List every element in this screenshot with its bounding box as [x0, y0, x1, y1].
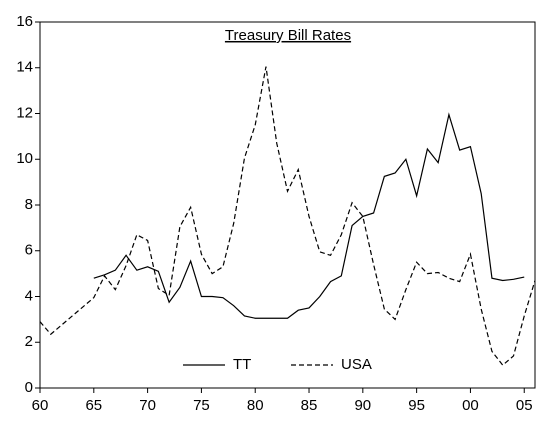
x-tick-label: 95 [408, 397, 425, 414]
x-tick-label: 80 [247, 397, 264, 414]
x-tick-label: 70 [139, 397, 156, 414]
legend-label: USA [341, 356, 372, 373]
x-tick-label: 75 [193, 397, 210, 414]
x-tick-label: 85 [301, 397, 318, 414]
y-tick-label: 12 [16, 104, 33, 121]
x-tick-label: 60 [32, 397, 49, 414]
y-tick-label: 8 [25, 196, 33, 213]
x-tick-label: 05 [516, 397, 533, 414]
y-tick-label: 14 [16, 59, 33, 76]
y-tick-label: 2 [25, 333, 33, 350]
y-tick-label: 10 [16, 150, 33, 167]
x-tick-label: 90 [354, 397, 371, 414]
plot-frame [39, 21, 536, 389]
legend-label: TT [233, 356, 251, 373]
x-tick-label: 00 [462, 397, 479, 414]
y-tick-label: 6 [25, 242, 33, 259]
y-tick-label: 4 [25, 287, 33, 304]
y-tick-label: 16 [16, 13, 33, 30]
series-line [93, 112, 525, 319]
series-line [39, 66, 536, 366]
chart-title: Treasury Bill Rates [225, 27, 351, 44]
y-tick-label: 0 [25, 379, 33, 396]
x-tick-label: 65 [85, 397, 102, 414]
